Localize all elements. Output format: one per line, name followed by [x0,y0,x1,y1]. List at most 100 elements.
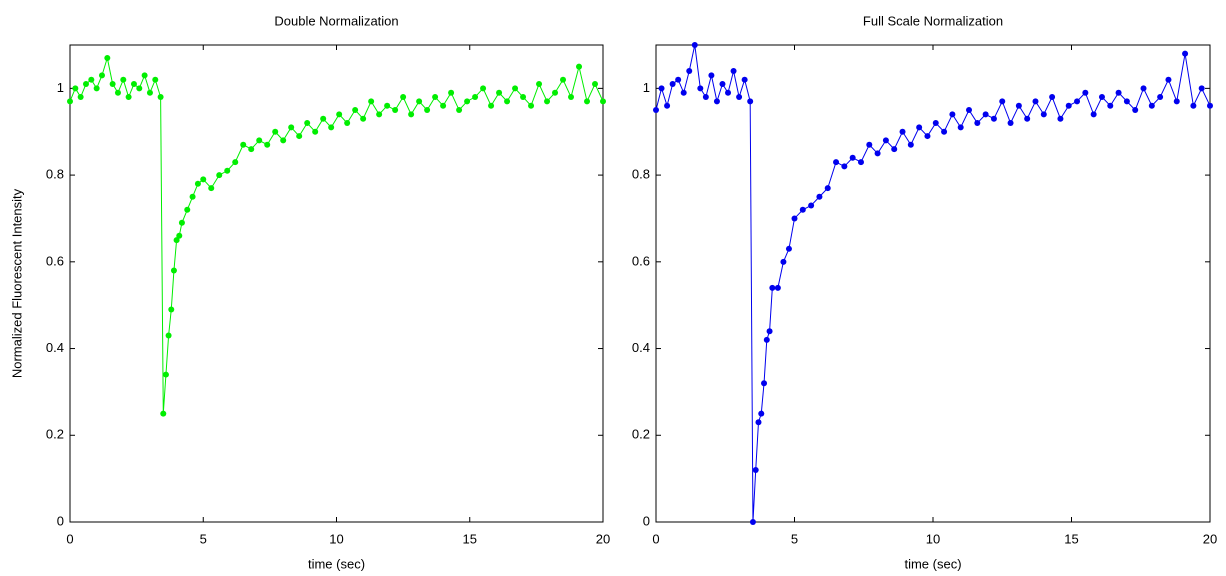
data-point [120,76,127,83]
y-tick-label: 0.2 [632,427,650,442]
data-point [841,163,848,170]
data-point [176,232,183,239]
data-point [780,258,787,265]
data-point [669,81,676,88]
data-point [328,124,335,131]
data-point [1107,102,1114,109]
y-tick-label: 0 [643,513,650,528]
data-point [312,128,319,135]
data-point [874,150,881,157]
data-point [344,120,351,127]
data-point [1090,111,1097,118]
data-point [536,81,543,88]
x-tick-label: 20 [596,531,610,546]
data-point [114,89,121,96]
data-point [376,111,383,118]
data-point [761,380,768,387]
data-point [264,141,271,148]
data-point [1173,98,1180,105]
y-tick-label: 0.8 [46,167,64,182]
data-point [256,137,263,144]
data-point [82,81,89,88]
data-point [544,98,551,105]
y-tick-label: 1 [57,80,64,95]
data-point [216,172,223,179]
data-point [93,85,100,92]
data-point [98,72,105,79]
data-point [1082,89,1089,96]
data-point [730,68,737,75]
data-point [664,102,671,109]
data-point [157,94,164,101]
data-point [758,410,765,417]
data-point [907,141,914,148]
data-point [1148,102,1155,109]
data-point [1024,115,1031,122]
data-point [769,284,776,291]
data-point [168,306,175,313]
data-point [1065,102,1072,109]
data-point [891,146,898,153]
data-point [932,120,939,127]
data-point [67,98,73,105]
data-point [691,42,698,48]
data-point [240,141,247,148]
data-point [104,55,111,62]
data-point [146,89,153,96]
data-point [384,102,391,109]
data-point [916,124,923,131]
data-point [178,219,185,226]
x-tick-label: 20 [1203,531,1217,546]
data-point [584,98,591,105]
x-tick-label: 0 [66,531,73,546]
data-point [72,85,79,92]
data-point [456,107,463,114]
data-point [576,63,583,70]
data-point [424,107,431,114]
data-point [600,98,606,105]
data-point [966,107,973,114]
data-point [849,154,856,161]
data-point [496,89,503,96]
data-point [408,111,415,118]
data-point [1032,98,1039,105]
data-point [304,120,311,127]
data-point [982,111,989,118]
y-tick-label: 0.6 [632,253,650,268]
data-point [708,72,715,79]
data-point [749,519,756,525]
data-point [162,371,169,378]
data-point [336,111,343,118]
data-point [974,120,981,127]
data-point [653,107,659,114]
data-point [1132,107,1139,114]
data-point [957,124,964,131]
data-point [368,98,375,105]
data-point [160,410,167,417]
chart-title: Double Normalization [274,13,398,28]
data-point [109,81,116,88]
data-point [152,76,159,83]
data-point [77,94,84,101]
data-point [799,206,806,213]
data-point [949,111,956,118]
data-point [1007,120,1014,127]
data-point [686,68,693,75]
data-point [1074,98,1081,105]
plot-area [655,44,1211,523]
data-point [296,133,303,140]
data-point [833,159,840,166]
data-point [1182,50,1189,57]
data-point [392,107,399,114]
data-point [941,128,948,135]
x-tick-label: 10 [926,531,940,546]
data-point [808,202,815,209]
data-point [280,137,287,144]
data-point [990,115,997,122]
data-point [702,94,709,101]
data-point [464,98,471,105]
data-point [785,245,792,252]
data-point [999,98,1006,105]
data-point [184,206,191,213]
data-point [763,336,770,343]
